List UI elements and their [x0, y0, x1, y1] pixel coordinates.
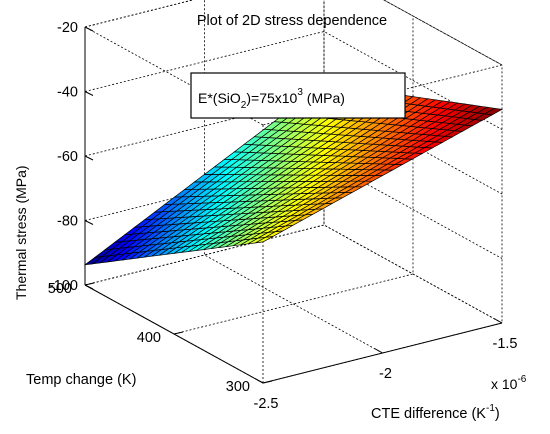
x-tick [254, 378, 264, 384]
x-tick-label: -2.5 [254, 396, 279, 412]
z-tick [84, 26, 94, 32]
z-grid-line [84, 31, 503, 130]
z-tick-label: -40 [57, 85, 78, 101]
annotation-box [190, 72, 406, 119]
z-tick-label: -60 [57, 149, 78, 165]
z-tick [84, 284, 94, 290]
x-tick-label: -1.5 [493, 336, 518, 352]
y-tick-label: 300 [226, 379, 250, 395]
annotation-text: E*(SiO2)=75x103 (MPa) [198, 87, 345, 111]
y-tick-label: 500 [48, 281, 72, 297]
x-tick-label: -2 [379, 366, 392, 382]
y-axis-label: Temp change (K) [26, 372, 136, 388]
box-edge [84, 0, 195, 28]
surface-layer [83, 83, 504, 266]
x-axis-label: CTE difference (K-1) [371, 403, 500, 422]
chart-title: Plot of 2D stress dependence [197, 13, 387, 29]
z-tick-label: -20 [57, 20, 78, 36]
z-tick-label: -80 [57, 214, 78, 230]
z-grid-line [84, 0, 503, 66]
z-axis-label: Thermal stress (MPa) [13, 165, 29, 300]
x-tick [374, 348, 383, 354]
surface-cell [483, 107, 504, 116]
y-tick-label: 400 [137, 330, 161, 346]
y-tick [84, 282, 95, 286]
z-grid-line [84, 95, 503, 195]
x-axis-multiplier: x 10-6 [491, 374, 527, 392]
axis-layer: -2.5 -2 -1.5 300 400 500-100 -80 -60 -40 -20 [48, 20, 518, 412]
z-tick [84, 220, 94, 225]
z-grid-line [84, 224, 503, 324]
z-tick-label: -100 [49, 278, 78, 294]
z-grid-line [84, 160, 503, 259]
z-tick [84, 91, 94, 96]
y-tick [173, 331, 184, 335]
z-tick [84, 155, 94, 161]
y-tick [262, 380, 273, 384]
x-tick [493, 318, 503, 324]
box-edge [383, 0, 503, 66]
